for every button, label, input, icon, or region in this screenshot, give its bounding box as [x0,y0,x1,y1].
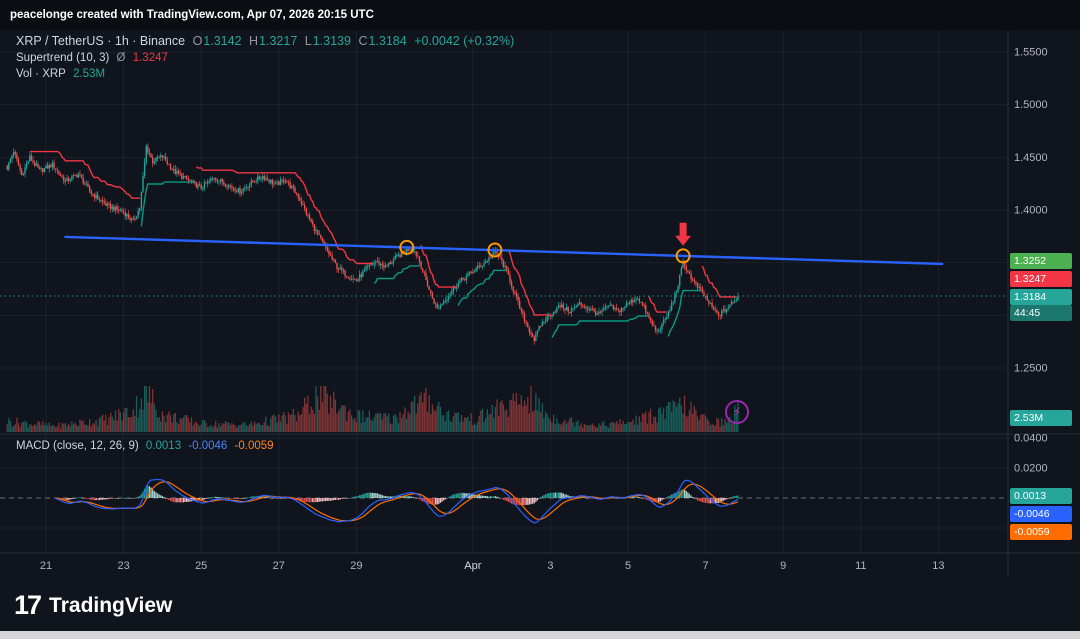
window-edge-strip [0,631,1080,639]
attribution-text: peacelonge created with TradingView.com,… [10,9,374,21]
tradingview-logo[interactable]: 17 TradingView [14,590,172,621]
supertrend-price-badge: 1.3247 [1010,271,1072,288]
trendline-touch-circle[interactable] [487,242,503,258]
svg-text:0.0400: 0.0400 [1014,433,1048,445]
price-axis[interactable]: 1.5500 1.5000 1.4500 1.4000 1.2500 [1014,47,1048,375]
gridlines [0,30,1008,553]
svg-text:1.5000: 1.5000 [1014,99,1048,111]
boost-lightning-icon[interactable]: ⚡ [725,400,749,424]
svg-text:5: 5 [625,560,631,572]
svg-text:3: 3 [547,560,553,572]
trendline-touch-circle[interactable] [675,248,691,264]
macd-signal-badge: -0.0059 [1010,524,1072,541]
svg-text:9: 9 [780,560,786,572]
sell-signal-arrow-icon[interactable] [675,222,692,246]
svg-text:21: 21 [40,560,52,572]
time-axis[interactable]: 21 23 25 27 29 Apr 3 5 7 9 11 13 [40,560,945,572]
svg-text:13: 13 [932,560,944,572]
candlesticks [6,143,739,345]
svg-text:7: 7 [703,560,709,572]
svg-text:1.2500: 1.2500 [1014,362,1048,374]
supertrend-line [29,150,737,338]
axes[interactable]: 1.5500 1.5000 1.4500 1.4000 1.2500 0.0400 0.02… [0,30,1080,578]
svg-text:1.4500: 1.4500 [1014,152,1048,164]
macd-pane [0,478,1008,524]
svg-text:29: 29 [350,560,362,572]
macd-line-badge: -0.0046 [1010,506,1072,523]
svg-text:1.5500: 1.5500 [1014,47,1048,59]
trendline-price-badge: 1.3252 [1010,253,1072,270]
tradingview-logo-mark: 17 [14,590,42,620]
svg-text:11: 11 [855,560,866,572]
svg-text:Apr: Apr [464,560,481,572]
volume-bars [6,386,739,432]
svg-text:27: 27 [273,560,285,572]
svg-text:0.0200: 0.0200 [1014,463,1048,475]
volume-badge: 2.53M [1010,410,1072,427]
bar-countdown-badge: 44:45 [1010,305,1072,322]
svg-text:25: 25 [195,560,207,572]
macd-hist-badge: 0.0013 [1010,488,1072,505]
tradingview-logo-text: TradingView [49,593,173,617]
svg-text:23: 23 [117,560,129,572]
svg-text:1.4000: 1.4000 [1014,204,1048,216]
descending-trendline[interactable] [64,235,944,266]
lightning-glyph: ⚡ [732,405,742,419]
drawings-overlay[interactable] [0,222,1008,297]
macd-axis[interactable]: 0.0400 0.0200 [1014,433,1048,475]
attribution-bar: peacelonge created with TradingView.com,… [0,0,1080,30]
last-price-badge: 1.3184 [1010,289,1072,306]
trendline-touch-circle[interactable] [399,239,415,255]
